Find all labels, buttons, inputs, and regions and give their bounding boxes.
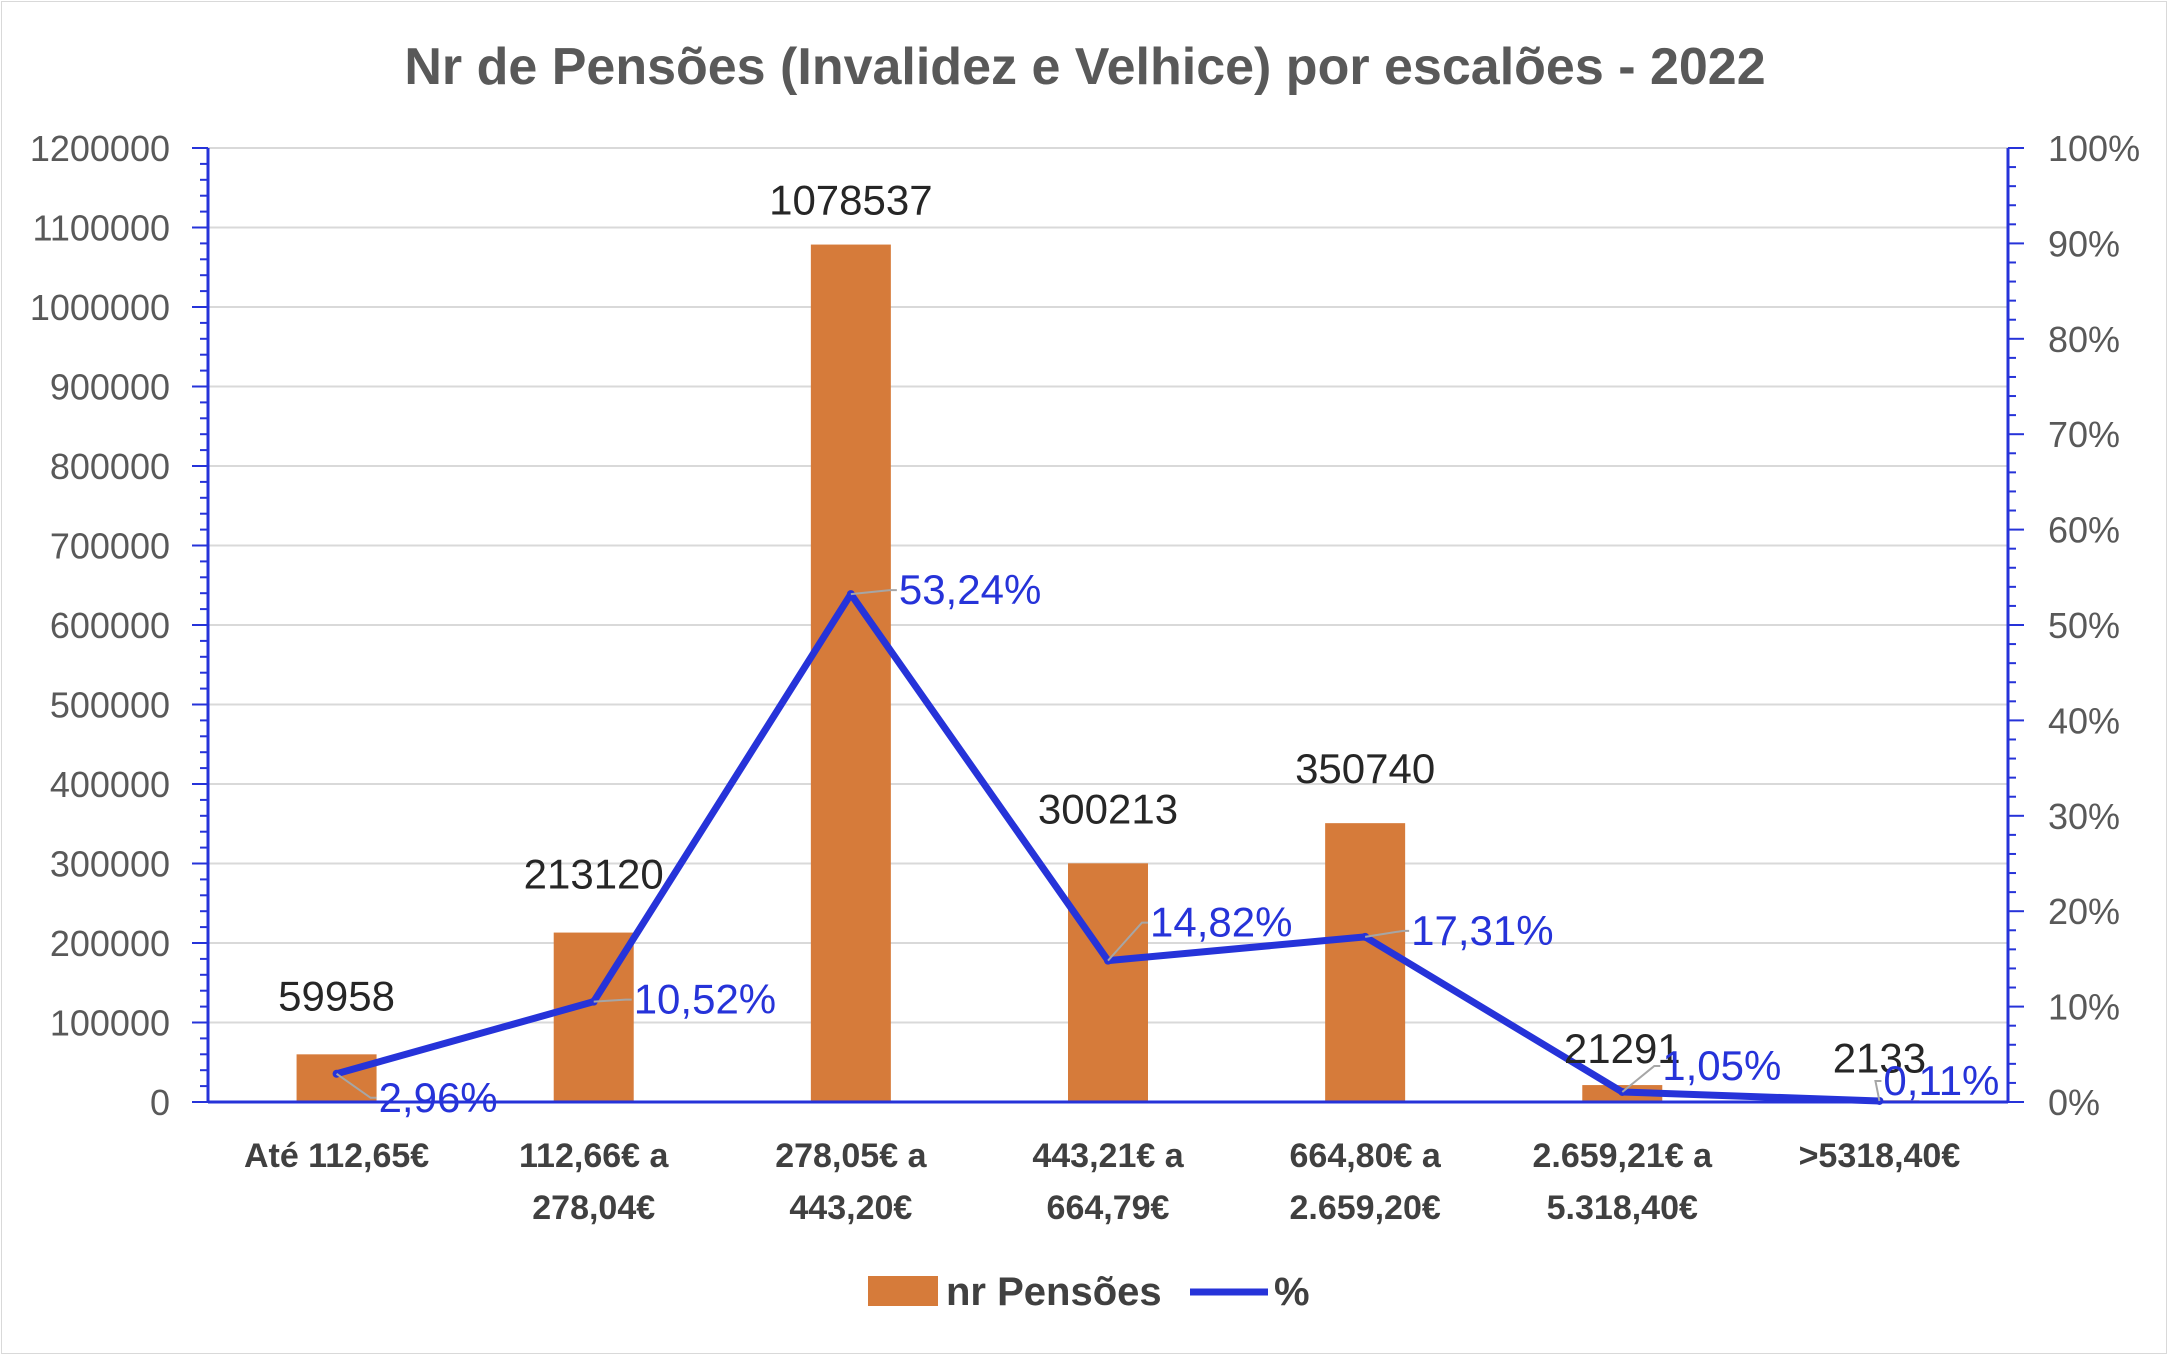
x-tick-label: 112,66€ a — [519, 1137, 669, 1175]
pct-leader-line — [593, 998, 632, 1003]
x-tick-label: 278,05€ a — [775, 1137, 927, 1175]
y-tick-label: 800000 — [50, 446, 170, 487]
y2-tick-label: 80% — [2048, 319, 2120, 360]
y-tick-label: 400000 — [50, 764, 170, 805]
x-tick-label: 443,20€ — [789, 1189, 912, 1227]
bar-value-label: 59958 — [278, 972, 395, 1019]
bar-value-label: 2133 — [1833, 1034, 1926, 1081]
y2-tick-label: 90% — [2048, 223, 2120, 264]
pct-leader-line — [1874, 1079, 1882, 1102]
x-tick-label: 2.659,20€ — [1290, 1189, 1441, 1227]
pct-value-label: 10,52% — [634, 976, 776, 1023]
x-tick-label: 278,04€ — [532, 1189, 655, 1227]
x-tick-label: 664,79€ — [1047, 1189, 1170, 1227]
x-tick-label: 443,21€ a — [1032, 1137, 1184, 1175]
bar-value-label: 350740 — [1295, 745, 1435, 792]
y-tick-label: 1100000 — [33, 208, 170, 249]
y-tick-label: 600000 — [50, 605, 170, 646]
bar-series — [296, 244, 1920, 1102]
pct-value-label: 53,24% — [899, 566, 1041, 613]
y-tick-label: 900000 — [50, 367, 170, 408]
x-tick-label: Até 112,65€ — [244, 1137, 429, 1175]
legend-swatch-bar — [868, 1276, 938, 1306]
pct-value-label: 14,82% — [1150, 899, 1292, 946]
bar-value-label: 300213 — [1038, 785, 1178, 832]
y-tick-label: 200000 — [50, 923, 170, 964]
chart-title: Nr de Pensões (Invalidez e Velhice) por … — [404, 38, 1765, 96]
y-tick-label: 1200000 — [30, 128, 170, 169]
pct-leader-line — [850, 589, 897, 596]
y-tick-label: 100000 — [50, 1003, 170, 1044]
pct-leader-line — [1621, 1064, 1661, 1093]
y2-tick-label: 60% — [2048, 510, 2120, 551]
axes: 0 100000 200000 300000 400000 500000 600000 700… — [30, 128, 2140, 1123]
y2-tick-label: 100% — [2048, 128, 2140, 169]
bar — [1325, 823, 1406, 1102]
y-tick-label: 1000000 — [30, 287, 170, 328]
bar — [1068, 863, 1148, 1102]
y-tick-label: 300000 — [50, 844, 170, 885]
y2-tick-label: 10% — [2048, 987, 2120, 1028]
pct-leader-line — [1364, 929, 1410, 938]
bar — [810, 244, 891, 1102]
legend: nr Pensões% — [868, 1270, 1310, 1314]
y2-tick-label: 20% — [2048, 891, 2120, 932]
x-tick-label: >5318,40€ — [1799, 1137, 1961, 1175]
bar-value-label: 21291 — [1564, 1025, 1681, 1072]
pct-value-label: 2,96% — [379, 1074, 498, 1121]
bar — [296, 1054, 377, 1102]
bar-value-label: 213120 — [524, 851, 664, 898]
x-tick-label: 5.318,40€ — [1547, 1189, 1698, 1227]
pct-value-label: 1,05% — [1662, 1042, 1781, 1089]
y-tick-label: 500000 — [50, 685, 170, 726]
legend-label-line: % — [1274, 1270, 1310, 1314]
y2-tick-label: 70% — [2048, 414, 2120, 455]
y2-tick-label: 0% — [2048, 1082, 2100, 1123]
x-tick-label: 664,80€ a — [1290, 1137, 1442, 1175]
y-tick-label: 0 — [150, 1082, 170, 1123]
gridlines — [208, 147, 2008, 1024]
y-tick-label: 700000 — [50, 526, 170, 567]
pct-leader-line — [1107, 921, 1148, 962]
legend-label-bar: nr Pensões — [946, 1270, 1162, 1314]
bar-value-label: 1078537 — [769, 177, 933, 224]
pct-value-label: 0,11% — [1883, 1057, 1999, 1104]
y2-tick-label: 30% — [2048, 796, 2120, 837]
data-labels: 59958 213120 1078537 300213 350740 21291 2133 2… — [278, 177, 1999, 1121]
pct-value-label: 17,31% — [1411, 907, 1553, 954]
x-axis-ticks: Até 112,65€ 112,66€ a 278,04€ 278,05€ a 443,… — [244, 1137, 1960, 1227]
pct-leader-line — [335, 1072, 377, 1099]
y2-tick-label: 40% — [2048, 700, 2120, 741]
x-tick-label: 2.659,21€ a — [1532, 1137, 1713, 1175]
y2-tick-label: 50% — [2048, 605, 2120, 646]
